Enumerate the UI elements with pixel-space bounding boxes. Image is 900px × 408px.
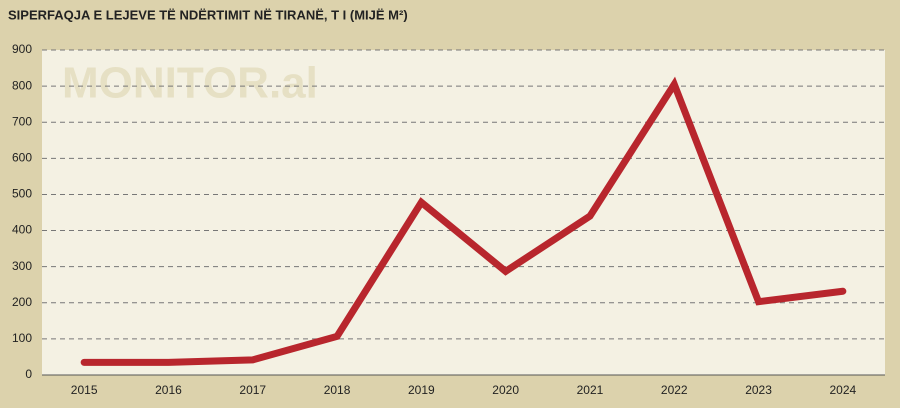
y-tick-label: 100: [12, 331, 32, 345]
x-tick-label: 2022: [661, 383, 688, 397]
x-tick-label: 2018: [324, 383, 351, 397]
x-tick-label: 2021: [577, 383, 604, 397]
x-tick-label: 2017: [239, 383, 266, 397]
y-tick-label: 700: [12, 114, 32, 128]
y-tick-label: 200: [12, 295, 32, 309]
watermark: MONITOR.al: [62, 59, 318, 108]
x-tick-label: 2016: [155, 383, 182, 397]
chart-title: SIPERFAQJA E LEJEVE TË NDËRTIMIT NË TIRA…: [8, 7, 408, 22]
y-tick-label: 900: [12, 42, 32, 56]
y-tick-label: 500: [12, 187, 32, 201]
y-tick-label: 0: [25, 367, 32, 381]
line: [80, 76, 847, 366]
y-tick-label: 300: [12, 259, 32, 273]
y-tick-label: 400: [12, 223, 32, 237]
x-tick-label: 2015: [71, 383, 98, 397]
y-tick-label: 600: [12, 151, 32, 165]
x-tick-label: 2019: [408, 383, 435, 397]
x-tick-label: 2024: [829, 383, 856, 397]
x-tick-label: 2020: [492, 383, 519, 397]
x-tick-label: 2023: [745, 383, 772, 397]
plot-area: [42, 50, 885, 375]
y-tick-label: 800: [12, 78, 32, 92]
